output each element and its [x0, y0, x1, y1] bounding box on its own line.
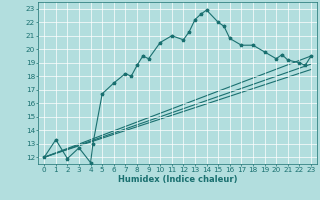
X-axis label: Humidex (Indice chaleur): Humidex (Indice chaleur) — [118, 175, 237, 184]
